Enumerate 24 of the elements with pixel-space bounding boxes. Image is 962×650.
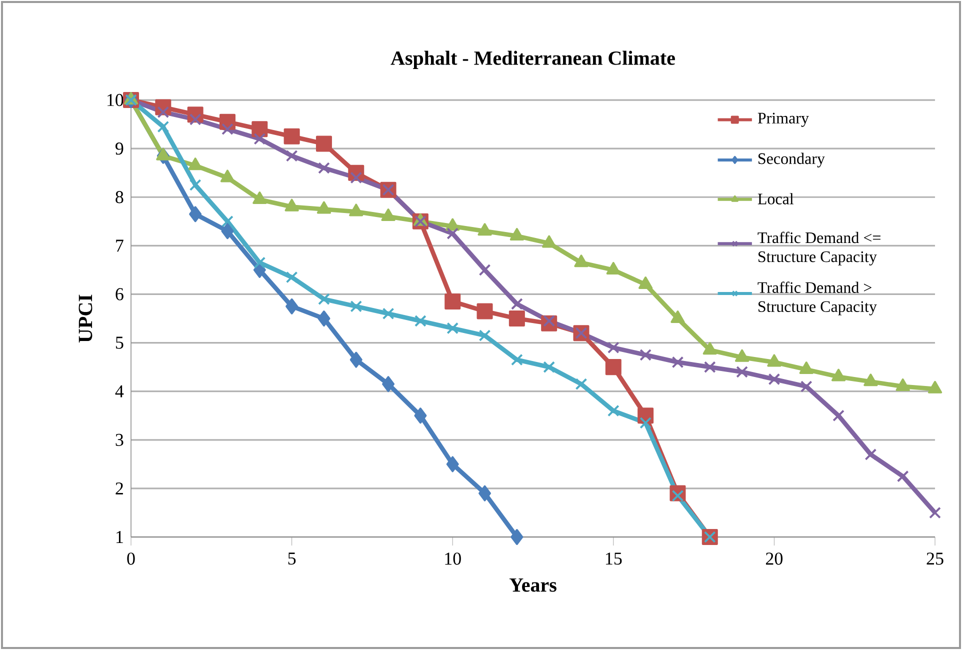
legend-label: Secondary [758,152,825,168]
y-axis-title: UPCI [78,294,92,342]
x-tick-label: 10 [445,552,461,565]
legend-label: Primary [758,112,809,127]
y-tick-label: 9 [116,142,124,155]
y-tick-label: 8 [116,191,124,204]
y-tick-label: 1 [116,531,123,543]
x-axis-title: Years [509,578,556,592]
x-tick-label: 15 [606,552,622,565]
x-tick-label: 0 [127,552,135,565]
x-tick-label: 20 [766,552,783,565]
x-tick-label: 25 [926,552,944,565]
y-tick-label: 5 [116,336,124,349]
y-tick-label: 2 [116,482,123,494]
y-tick-label: 3 [116,434,124,446]
y-tick-label: 6 [116,288,124,300]
y-tick-label: 4 [115,385,124,398]
chart-title: Asphalt - Mediterranean Climate [390,50,675,69]
x-tick-label: 5 [288,552,296,565]
y-tick-label: 10 [108,94,124,106]
legend-label: Local [758,193,794,204]
legend-label: Traffic Demand > Structure Capacity [758,282,877,316]
legend-label: Traffic Demand <= Structure Capacity [758,232,880,266]
y-tick-label: 7 [116,240,124,252]
